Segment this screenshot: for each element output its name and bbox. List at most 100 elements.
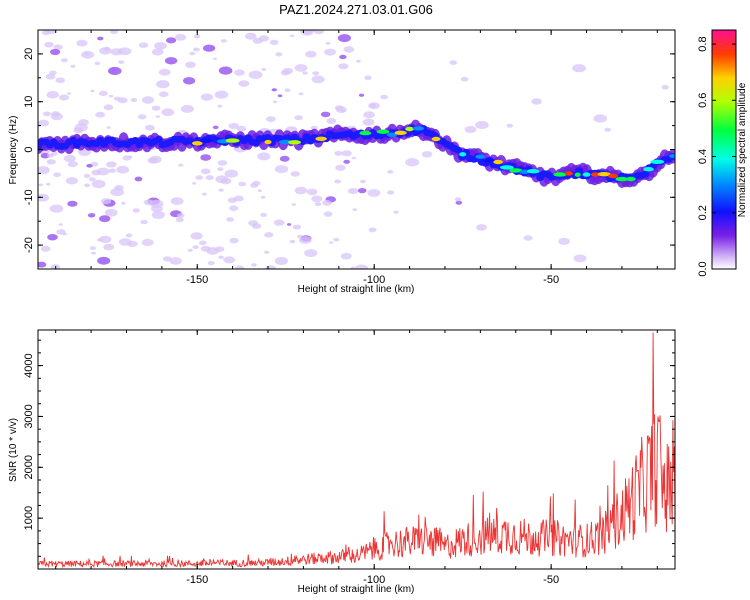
noise-blob — [94, 61, 101, 66]
noise-blob — [91, 251, 96, 255]
noise-blob — [311, 195, 323, 203]
x-tick-label: -100 — [363, 274, 385, 286]
noise-blob — [118, 47, 132, 56]
noise-blob — [261, 68, 267, 71]
noise-blob — [70, 64, 76, 68]
noise-blob — [328, 241, 334, 244]
noise-blob — [352, 208, 358, 212]
noise-blob — [193, 34, 201, 39]
noise-blob — [218, 66, 233, 75]
noise-blob — [523, 235, 533, 241]
ridge-core — [69, 136, 77, 144]
noise-blob — [67, 92, 72, 95]
noise-blob — [229, 237, 239, 244]
noise-blob — [47, 153, 54, 158]
noise-blob — [311, 75, 325, 84]
noise-blob — [193, 47, 200, 52]
noise-blob — [175, 33, 187, 41]
noise-blob — [65, 177, 78, 185]
noise-blob — [192, 245, 199, 250]
noise-blob — [58, 94, 70, 101]
noise-blob — [661, 84, 669, 90]
noise-blob — [140, 219, 148, 225]
noise-blob — [63, 154, 76, 162]
noise-blob — [62, 232, 68, 236]
noise-blob — [343, 159, 351, 164]
noise-blob — [290, 171, 300, 177]
noise-blob — [104, 208, 118, 217]
noise-blob — [134, 176, 143, 182]
ridge-peak — [608, 173, 619, 179]
noise-blob — [169, 257, 182, 265]
noise-blob — [223, 256, 236, 264]
noise-blob — [220, 39, 227, 43]
noise-blob — [200, 168, 211, 175]
noise-blob — [238, 80, 250, 87]
ridge-core — [575, 167, 584, 175]
ridge-peak — [597, 172, 611, 177]
noise-blob — [226, 217, 235, 222]
noise-blob — [44, 41, 54, 48]
noise-blob — [198, 240, 207, 246]
noise-blob — [90, 89, 95, 93]
noise-blob — [108, 94, 114, 98]
noise-blob — [368, 102, 380, 110]
noise-blob — [154, 42, 167, 50]
ridge-peak — [553, 172, 567, 177]
noise-blob — [272, 100, 278, 104]
noise-blob — [98, 90, 108, 96]
noise-blob — [264, 250, 270, 254]
noise-blob — [271, 88, 277, 92]
noise-blob — [49, 70, 57, 76]
noise-blob — [454, 197, 462, 202]
heatmap-ridge — [38, 119, 675, 188]
noise-blob — [340, 252, 352, 260]
ridge-peak — [431, 136, 441, 142]
noise-blob — [355, 264, 369, 269]
noise-blob — [351, 156, 357, 160]
noise-blob — [304, 249, 318, 258]
noise-blob — [294, 186, 308, 195]
noise-blob — [45, 73, 56, 80]
noise-blob — [149, 155, 162, 164]
noise-blob — [252, 37, 263, 44]
ridge-peak — [591, 172, 600, 177]
x-tick-label: -50 — [543, 274, 559, 286]
ridge-peak — [615, 176, 629, 182]
noise-blob — [106, 126, 111, 129]
ridge-peak — [527, 169, 540, 174]
noise-blob — [238, 181, 247, 187]
noise-blob — [286, 223, 292, 226]
noise-blob — [323, 211, 333, 217]
y-tick-label: 0 — [23, 146, 35, 152]
noise-blob — [275, 52, 283, 57]
heatmap-y-ticks: -20 -10 0 10 20 — [23, 29, 675, 270]
noise-blob — [125, 233, 133, 238]
noise-blob — [298, 236, 312, 244]
snr-y-axis-title: SNR (10 * v/v) — [8, 418, 19, 482]
noise-blob — [46, 182, 51, 186]
noise-blob — [343, 46, 355, 53]
noise-blob — [164, 57, 178, 65]
snr-series-line — [38, 332, 675, 569]
ridge-core — [641, 170, 650, 178]
noise-blob — [274, 219, 285, 226]
noise-blob — [207, 261, 215, 266]
noise-blob — [340, 109, 346, 113]
noise-blob — [130, 98, 138, 102]
noise-blob — [363, 111, 375, 119]
noise-blob — [114, 184, 124, 191]
noise-blob — [83, 173, 91, 178]
noise-blob — [348, 188, 359, 195]
noise-blob — [137, 114, 147, 120]
noise-blob — [218, 188, 224, 192]
ridge-peak — [564, 171, 573, 176]
noise-blob — [38, 166, 50, 175]
noise-blob — [132, 208, 140, 213]
noise-blob — [338, 63, 349, 70]
noise-blob — [103, 243, 115, 251]
noise-blob — [357, 188, 367, 194]
snr-x-ticks: -150 -100 -50 — [55, 330, 658, 586]
noise-blob — [170, 197, 184, 206]
